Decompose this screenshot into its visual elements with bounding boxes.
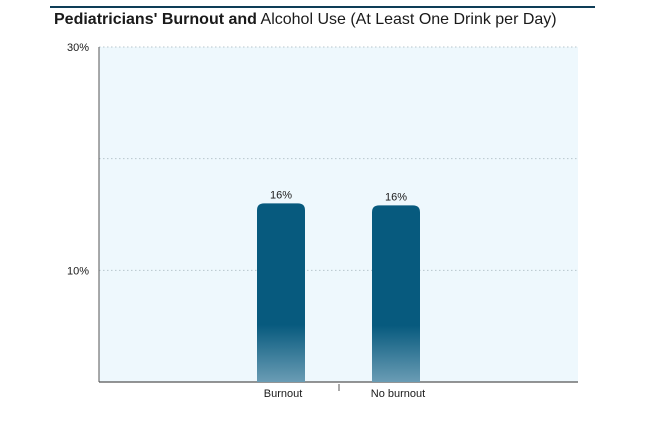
bar-no-burnout <box>372 205 420 382</box>
chart-title: Pediatricians' Burnout and Alcohol Use (… <box>54 11 557 29</box>
title-rule <box>50 6 595 8</box>
y-tick-labels: 30% 10% <box>67 42 89 277</box>
chart-title-rest: Alcohol Use (At Least One Drink per Day) <box>256 11 557 28</box>
bar-burnout <box>257 203 305 382</box>
chart-title-bold: Pediatricians' Burnout and <box>54 11 257 28</box>
x-tick-label: Burnout <box>264 388 303 400</box>
x-tick-label: No burnout <box>371 388 425 400</box>
data-label: 16% <box>385 191 407 203</box>
y-tick-label: 30% <box>67 42 89 54</box>
bars: 16% 16% <box>257 189 420 382</box>
data-label: 16% <box>270 189 292 201</box>
plot-area <box>99 47 578 382</box>
x-tick-labels: Burnout No burnout <box>264 384 425 400</box>
y-tick-label: 10% <box>67 265 89 277</box>
